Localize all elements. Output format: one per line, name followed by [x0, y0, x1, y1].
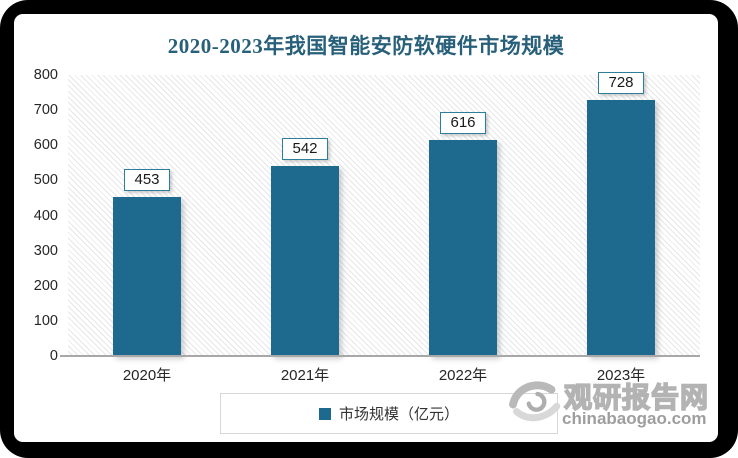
bar: [113, 197, 181, 356]
x-axis-line: [60, 355, 700, 357]
bar-value-label: 728: [598, 72, 644, 94]
bar-value-label: 542: [282, 138, 328, 160]
legend: 市场规模（亿元）: [220, 393, 558, 434]
bar-value-label: 453: [124, 169, 170, 191]
bar-value-label: 616: [440, 112, 486, 134]
y-axis-tick-label: 800: [33, 67, 58, 83]
bar: [429, 140, 497, 356]
x-axis-category-label: 2023年: [596, 367, 646, 384]
y-axis-tick-label: 100: [33, 312, 58, 329]
y-axis-tick-label: 200: [33, 277, 58, 294]
plot-area: 453 542 616 728: [68, 72, 700, 356]
y-axis-tick-label: 700: [33, 102, 58, 119]
watermark-site-url: chinabaogao.com: [562, 409, 707, 428]
bar: [587, 100, 655, 356]
y-axis-tick-label: 0: [49, 348, 58, 364]
x-axis-category-label: 2020年: [122, 367, 172, 384]
y-axis-tick-label: 300: [33, 242, 58, 259]
y-axis-tick-label: 600: [33, 137, 58, 154]
chart-canvas: 2020-2023年我国智能安防软硬件市场规模 453 542 616 728 0 10…: [14, 14, 718, 442]
bar: [271, 166, 339, 356]
chart-title: 2020-2023年我国智能安防软硬件市场规模: [167, 34, 565, 58]
legend-color-swatch: [318, 407, 331, 420]
x-axis-category-label: 2021年: [280, 367, 330, 384]
y-axis-tick-label: 400: [33, 207, 58, 224]
x-axis-category-label: 2022年: [438, 367, 488, 384]
legend-label: 市场规模（亿元）: [338, 406, 459, 423]
y-axis-tick-label: 500: [33, 172, 58, 189]
